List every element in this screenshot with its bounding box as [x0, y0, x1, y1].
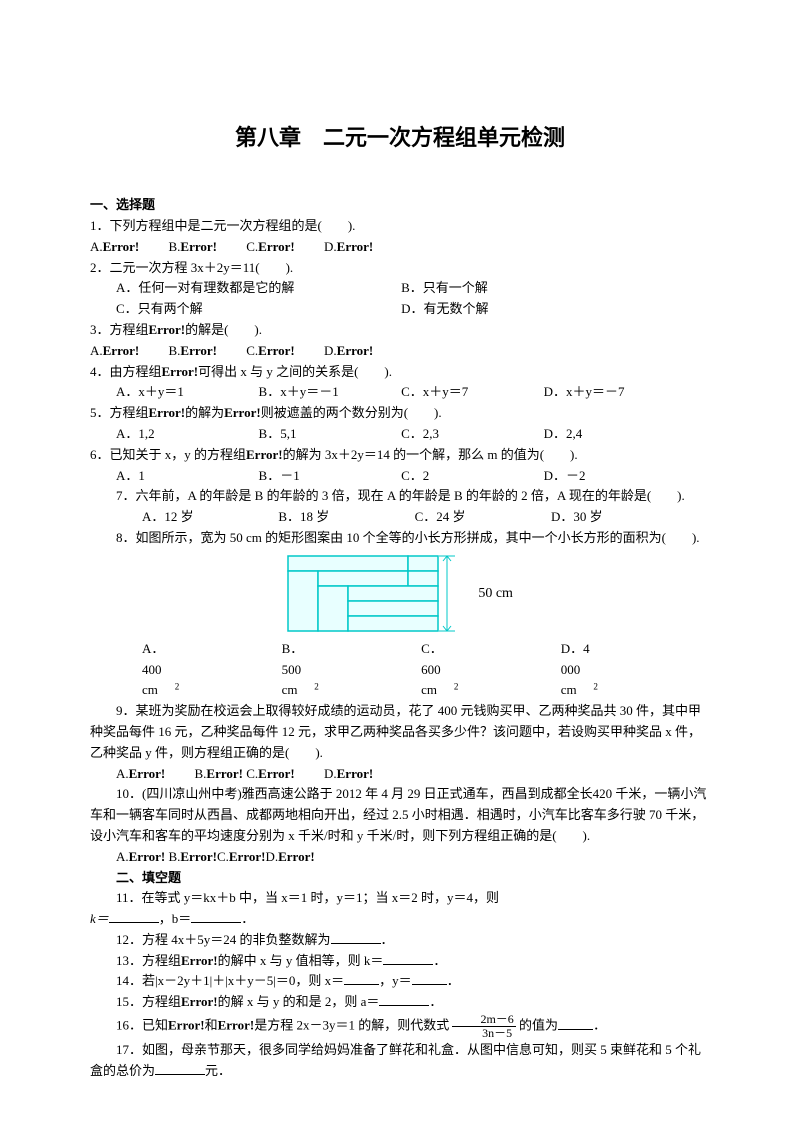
q1: 1．下列方程组中是二元一次方程组的是( ). [90, 216, 710, 237]
section-1-heading: 一、选择题 [90, 195, 710, 216]
q3-options: A.Error! B.Error! C.Error! D.Error! [90, 341, 710, 362]
q16: 16．已知Error!和Error!是方程 2x－3y＝1 的解，则代数式 2m… [90, 1013, 710, 1040]
doc-title: 第八章 二元一次方程组单元检测 [90, 120, 710, 155]
q5-options: A．1,2B．5,1C．2,3D．2,4 [90, 424, 710, 445]
q11-blanks: k＝，b＝． [90, 909, 710, 930]
rectangle-svg [287, 555, 467, 633]
q12: 12．方程 4x＋5y＝24 的非负整数解为． [90, 930, 710, 951]
q10-options: A.Error! B.Error!C.Error!D.Error! [90, 847, 710, 868]
q7: 7．六年前，A 的年龄是 B 的年龄的 3 倍，现在 A 的年龄是 B 的年龄的… [90, 486, 710, 507]
q11: 11．在等式 y＝kx＋b 中，当 x＝1 时，y＝1；当 x＝2 时，y＝4，… [90, 888, 710, 909]
q6: 6．已知关于 x，y 的方程组Error!的解为 3x＋2y＝14 的一个解，那… [90, 445, 710, 466]
q14: 14．若|x－2y＋1|＋|x＋y－5|＝0，则 x＝，y＝． [90, 971, 710, 992]
q8: 8．如图所示，宽为 50 cm 的矩形图案由 10 个全等的小长方形拼成，其中一… [90, 528, 710, 549]
q4: 4．由方程组Error!可得出 x 与 y 之间的关系是( ). [90, 362, 710, 383]
q2-options-2: C．只有两个解D．有无数个解 [90, 299, 710, 320]
q9: 9．某班为奖励在校运会上取得较好成绩的运动员，花了 400 元钱购买甲、乙两种奖… [90, 701, 710, 763]
section-2-heading: 二、填空题 [90, 868, 710, 889]
q6-options: A．1B．－1C．2D．－2 [90, 466, 710, 487]
q15: 15．方程组Error!的解 x 与 y 的和是 2，则 a＝． [90, 992, 710, 1013]
q10: 10．(四川凉山州中考)雅西高速公路于 2012 年 4 月 29 日正式通车，… [90, 784, 710, 846]
q13: 13．方程组Error!的解中 x 与 y 值相等，则 k＝． [90, 951, 710, 972]
dimension-label: 50 cm [478, 583, 513, 605]
rectangle-diagram: 50 cm [90, 555, 710, 633]
q9-options: A.Error! B.Error! C.Error! D.Error! [90, 764, 710, 785]
q7-options: A．12 岁B．18 岁C．24 岁D．30 岁 [90, 507, 710, 528]
q8-options: A．400 cm2 B．500 cm2 C．600 cm2 D．4 000 cm… [90, 639, 710, 701]
fraction: 2m－63n－5 [452, 1013, 515, 1040]
q1-options: A.Error! B.Error! C.Error! D.Error! [90, 237, 710, 258]
q3: 3．方程组Error!的解是( ). [90, 320, 710, 341]
q4-options: A．x＋y＝1B．x＋y＝－1C．x＋y＝7D．x＋y＝－7 [90, 382, 710, 403]
q2-options-1: A．任何一对有理数都是它的解B．只有一个解 [90, 278, 710, 299]
q5: 5．方程组Error!的解为Error!则被遮盖的两个数分别为( ). [90, 403, 710, 424]
q17: 17．如图，母亲节那天，很多同学给妈妈准备了鲜花和礼盒．从图中信息可知，则买 5… [90, 1040, 710, 1082]
q2: 2．二元一次方程 3x＋2y＝11( ). [90, 258, 710, 279]
